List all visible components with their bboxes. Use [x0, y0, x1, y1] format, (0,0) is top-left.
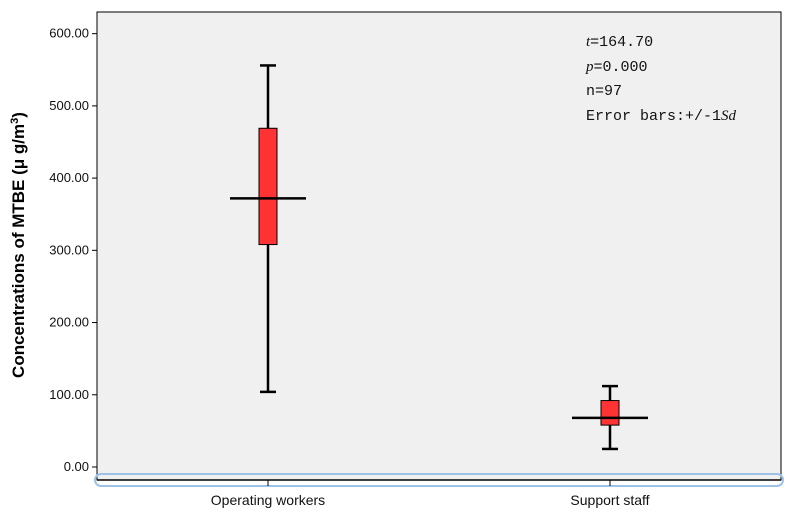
y-tick-label: 600.00 — [49, 26, 89, 41]
t-statistic: t=164.70 — [586, 34, 653, 51]
y-axis-label-main: Concentrations of MTBE ( — [9, 169, 28, 378]
y-axis-label-sup: 3 — [9, 118, 21, 124]
y-axis: 0.00 100.00 200.00 300.00 400.00 500.00 600.00 — [49, 26, 97, 474]
x-tick-label: Operating workers — [211, 492, 325, 508]
plot-area — [96, 11, 782, 481]
box-rect — [258, 127, 278, 246]
y-tick-label: 500.00 — [49, 98, 89, 113]
y-tick-label: 100.00 — [49, 387, 89, 402]
error-bars-note: Error bars:+/-1Sd — [586, 108, 737, 125]
box-rect — [600, 400, 620, 426]
stats-annotation: t=164.70 p=0.000 n=97 Error bars:+/-1Sd — [585, 34, 737, 125]
y-tick-label: 300.00 — [49, 242, 89, 257]
p-value: p=0.000 — [585, 59, 648, 76]
x-axis: Operating workers Support staff — [94, 473, 784, 508]
x-axis-band — [94, 473, 784, 487]
y-tick-label: 0.00 — [64, 459, 89, 474]
box-group — [572, 384, 648, 451]
y-axis-label: Concentrations of MTBE (μ g/m3) — [9, 112, 28, 378]
x-tick-label: Support staff — [570, 492, 649, 508]
sample-size: n=97 — [586, 83, 622, 100]
y-axis-label-close: ) — [9, 112, 28, 118]
y-tick-label: 400.00 — [49, 170, 89, 185]
boxes — [230, 64, 648, 451]
y-axis-label-unit: μ g/m — [9, 124, 28, 169]
box-group — [230, 64, 306, 394]
y-tick-label: 200.00 — [49, 315, 89, 330]
